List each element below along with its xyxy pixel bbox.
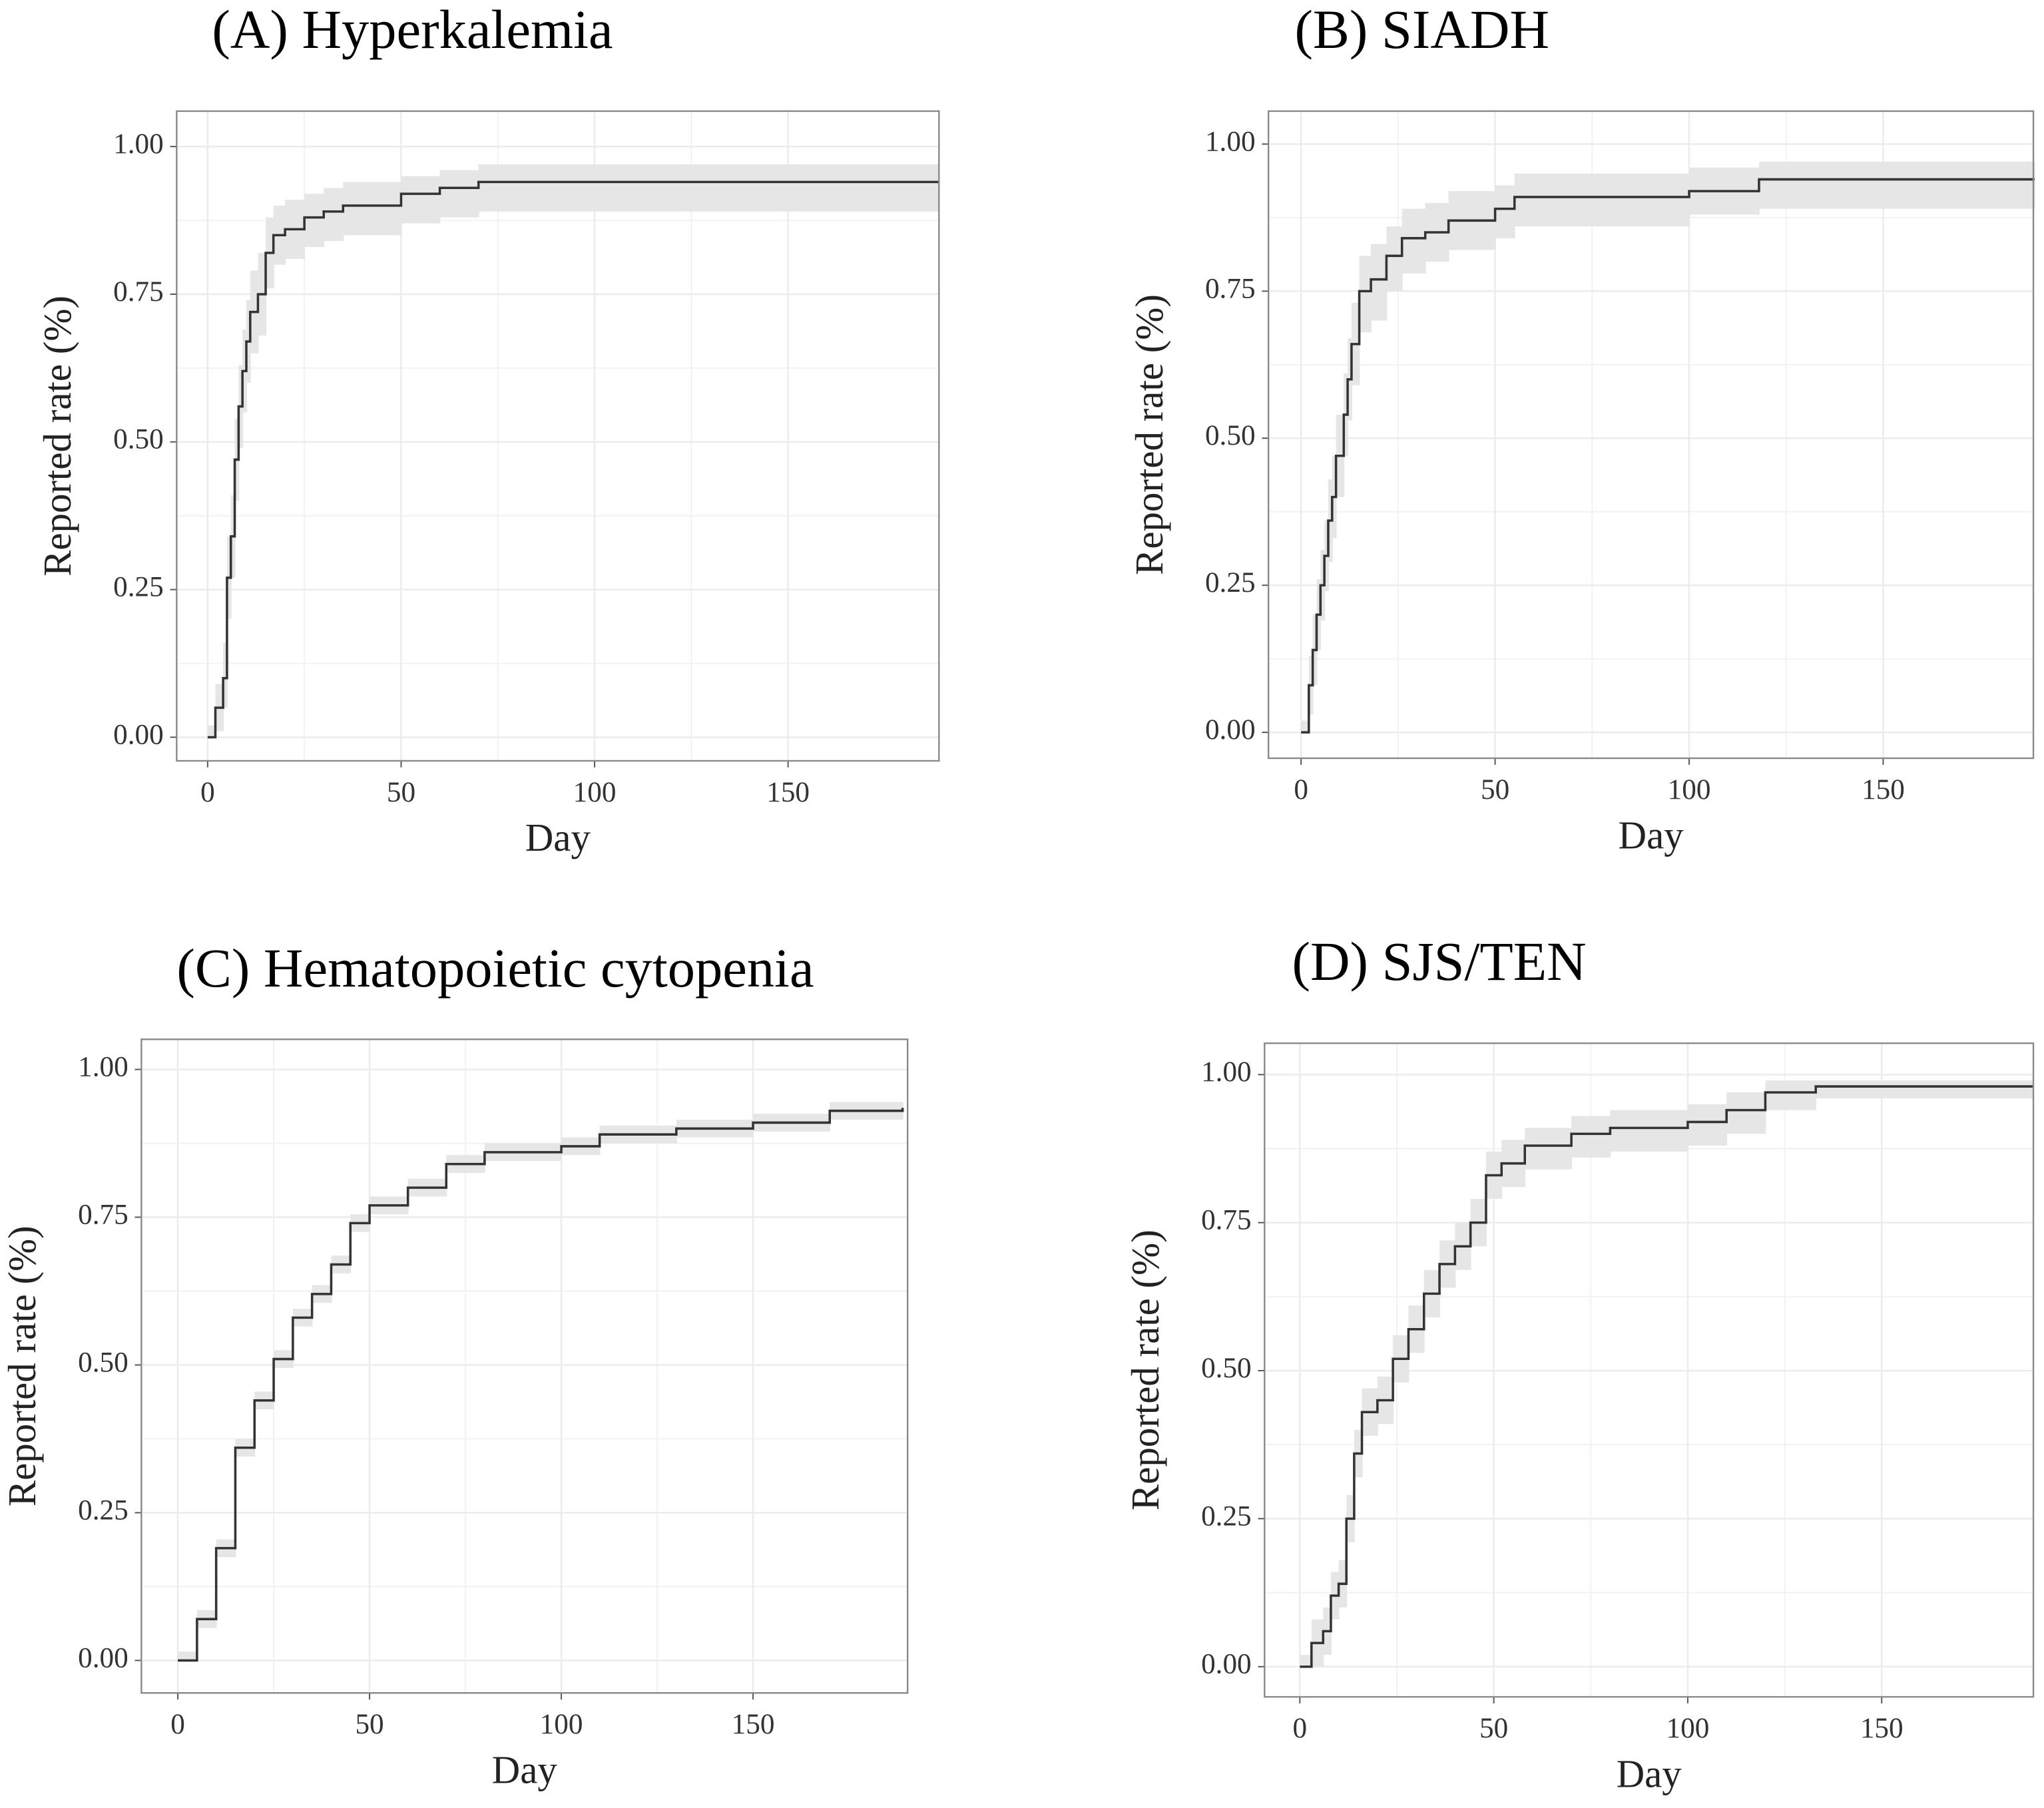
ci-band — [401, 176, 441, 224]
x-tick-label: 0 — [1293, 1713, 1308, 1744]
ci-band — [478, 164, 940, 212]
x-axis-label: Day — [1619, 813, 1684, 857]
ci-band — [1571, 1116, 1611, 1158]
y-tick-label: 0.50 — [1205, 420, 1256, 451]
x-tick-label: 100 — [573, 777, 617, 808]
y-tick-label: 0.25 — [1205, 567, 1256, 598]
y-axis-label: Reported rate (%) — [1124, 1230, 1167, 1510]
x-axis-label: Day — [492, 1748, 558, 1791]
y-tick-label: 1.00 — [78, 1051, 128, 1082]
ci-band — [1765, 1080, 1817, 1110]
y-tick-label: 0.25 — [78, 1494, 128, 1526]
x-tick-label: 50 — [1479, 1713, 1508, 1744]
x-tick-label: 50 — [1481, 774, 1509, 805]
x-tick-label: 100 — [540, 1709, 583, 1740]
plot-border — [1264, 1042, 2035, 1698]
y-axis-label: Reported rate (%) — [36, 296, 79, 576]
step-line — [178, 1108, 904, 1662]
y-tick-label: 0.75 — [113, 276, 164, 308]
ci-band — [1371, 244, 1388, 321]
y-tick-label: 0.75 — [78, 1199, 128, 1230]
x-tick-label: 100 — [1668, 774, 1711, 805]
x-axis-label: Day — [525, 816, 591, 859]
x-tick-label: 150 — [1862, 774, 1905, 805]
plot-panel — [141, 1039, 908, 1694]
ci-band — [1402, 208, 1426, 274]
chart-title: (D) SJS/TEN — [1292, 931, 1587, 992]
x-tick-label: 100 — [1666, 1713, 1710, 1744]
y-tick-label: 0.50 — [78, 1347, 128, 1378]
y-tick-label: 0.00 — [1205, 714, 1256, 746]
ci-band — [1525, 1128, 1573, 1170]
ci-band — [1514, 173, 1690, 227]
step-line — [1301, 178, 2035, 734]
ci-band — [1610, 1110, 1688, 1152]
ci-band — [1687, 1104, 1728, 1146]
y-tick-label: 0.25 — [1201, 1500, 1252, 1532]
y-tick-label: 0.75 — [1201, 1205, 1252, 1236]
plot-border — [140, 1038, 909, 1694]
x-tick-label: 0 — [200, 777, 215, 808]
x-axis-label: Day — [1617, 1752, 1682, 1795]
ci-band — [1301, 720, 1310, 733]
x-tick-label: 0 — [170, 1709, 185, 1740]
step-line — [207, 180, 939, 739]
y-tick-label: 0.50 — [113, 424, 164, 455]
y-tick-label: 0.75 — [1205, 273, 1256, 304]
y-tick-label: 0.00 — [113, 719, 164, 750]
x-tick-label: 150 — [1860, 1713, 1904, 1744]
y-tick-label: 0.25 — [113, 572, 164, 603]
y-tick-label: 0.00 — [1201, 1649, 1252, 1680]
chart-title: (B) SIADH — [1294, 0, 1549, 60]
ci-band — [207, 725, 216, 738]
x-tick-label: 150 — [732, 1709, 775, 1740]
x-tick-label: 0 — [1294, 774, 1308, 805]
plot-border — [1268, 110, 2035, 760]
ci-band — [1300, 1654, 1312, 1667]
y-axis-label: Reported rate (%) — [1128, 294, 1171, 575]
ci-band — [223, 642, 228, 708]
step-line — [1300, 1085, 2033, 1668]
ci-band — [343, 182, 402, 236]
y-tick-label: 0.50 — [1201, 1353, 1252, 1384]
ci-band — [304, 194, 325, 248]
ci-band — [1758, 161, 2035, 209]
ci-band — [1495, 185, 1515, 238]
x-tick-label: 50 — [387, 777, 415, 808]
x-tick-label: 50 — [355, 1709, 383, 1740]
ci-band — [1359, 256, 1372, 333]
y-tick-label: 1.00 — [113, 128, 164, 160]
ci-band — [439, 170, 479, 218]
ci-band — [324, 188, 344, 242]
chart-title: (A) Hyperkalemia — [212, 0, 613, 60]
x-tick-label: 150 — [766, 777, 810, 808]
y-tick-label: 1.00 — [1201, 1056, 1252, 1088]
chart-title: (C) Hematopoietic cytopenia — [176, 938, 814, 999]
ci-band — [178, 1652, 198, 1661]
y-tick-label: 1.00 — [1205, 126, 1256, 157]
ci-band — [1386, 226, 1403, 292]
ci-band — [1816, 1080, 2034, 1098]
y-axis-label: Reported rate (%) — [1, 1226, 44, 1506]
ci-band — [1726, 1092, 1766, 1134]
y-tick-label: 0.00 — [78, 1642, 128, 1674]
plot-border — [176, 110, 940, 762]
